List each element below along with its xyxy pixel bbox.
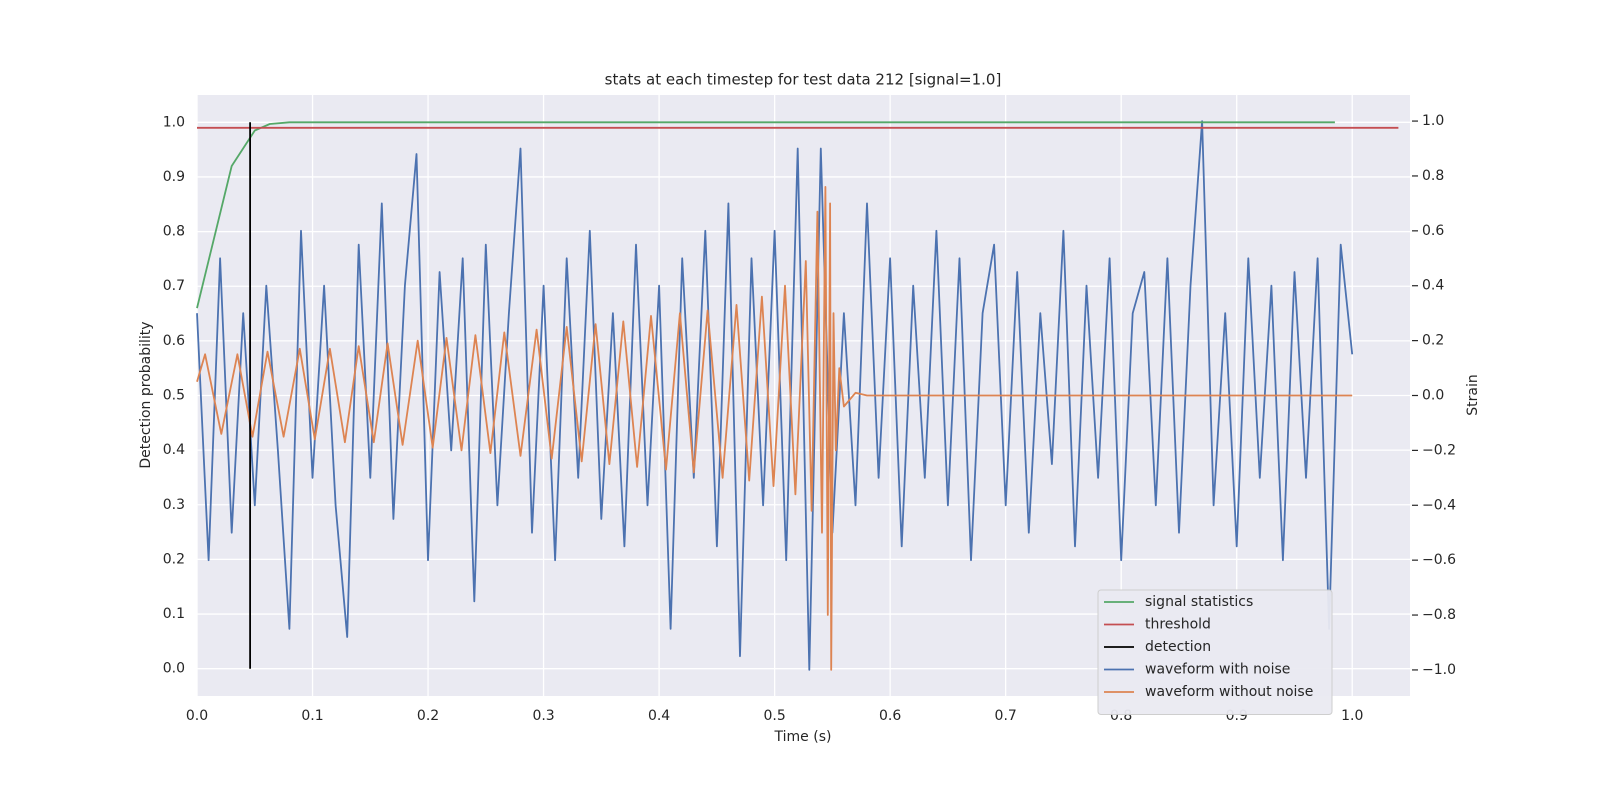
legend-box — [1097, 589, 1333, 715]
legend-label: waveform without noise — [1145, 684, 1313, 700]
legend-label: detection — [1145, 639, 1211, 655]
y-tick-label: 0.7 — [163, 278, 185, 294]
x-axis-label: Time (s) — [774, 729, 832, 745]
y2-tick-label: −0.8 — [1422, 607, 1456, 623]
x-tick-label: 0.4 — [648, 708, 670, 724]
y-tick-label: 1.0 — [163, 114, 185, 130]
y-tick-label: 0.4 — [163, 442, 185, 458]
y2-tick-label: 0.0 — [1422, 388, 1444, 404]
y2-tick-label: −1.0 — [1422, 662, 1456, 678]
y-tick-label: 0.5 — [163, 388, 185, 404]
x-tick-label: 1.0 — [1341, 708, 1363, 724]
y2-tick-label: −0.4 — [1422, 497, 1456, 513]
series-line — [196, 120, 1354, 671]
y-axis-label: Detection probability — [138, 321, 154, 468]
x-tick-label: 0.3 — [532, 708, 554, 724]
y2-tick-label: 0.6 — [1422, 223, 1444, 239]
y2-tick-label: 1.0 — [1422, 113, 1444, 129]
y2-tick-label: 0.4 — [1422, 278, 1444, 294]
series-line — [196, 186, 1353, 671]
y-tick-label: 0.6 — [163, 333, 185, 349]
legend-label: threshold — [1145, 617, 1211, 633]
legend-label: waveform with noise — [1145, 662, 1290, 678]
x-tick-label: 0.0 — [186, 708, 208, 724]
y-tick-label: 0.0 — [163, 661, 185, 677]
y2-tick-label: 0.2 — [1422, 333, 1444, 349]
x-tick-label: 0.1 — [301, 708, 323, 724]
y2-tick-label: 0.8 — [1422, 168, 1444, 184]
y2-tick-label: −0.2 — [1422, 442, 1456, 458]
x-tick-label: 0.2 — [417, 708, 439, 724]
y2-tick-label: −0.6 — [1422, 552, 1456, 568]
legend-label: signal statistics — [1145, 594, 1253, 610]
x-tick-label: 0.5 — [763, 708, 785, 724]
chart-title: stats at each timestep for test data 212… — [605, 71, 1002, 89]
y-tick-label: 0.3 — [163, 497, 185, 513]
x-tick-label: 0.7 — [995, 708, 1017, 724]
y-tick-label: 0.1 — [163, 606, 185, 622]
y-tick-label: 0.2 — [163, 551, 185, 567]
y-tick-label: 0.8 — [163, 224, 185, 240]
y2-axis-label: Strain — [1465, 374, 1481, 415]
x-tick-label: 0.6 — [879, 708, 901, 724]
y-tick-label: 0.9 — [163, 169, 185, 185]
